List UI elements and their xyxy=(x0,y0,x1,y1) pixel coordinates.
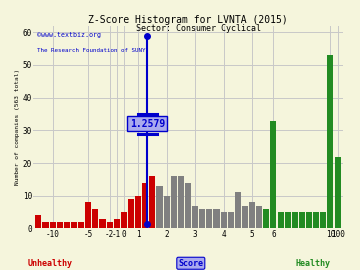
Bar xyxy=(320,212,327,228)
Text: Healthy: Healthy xyxy=(296,259,331,268)
Bar xyxy=(292,212,298,228)
Bar xyxy=(93,209,98,228)
Bar xyxy=(263,209,269,228)
Bar xyxy=(256,205,262,228)
Bar xyxy=(107,222,113,228)
Bar xyxy=(199,209,205,228)
Bar xyxy=(114,219,120,228)
Bar xyxy=(249,202,255,228)
Text: The Research Foundation of SUNY: The Research Foundation of SUNY xyxy=(36,48,145,53)
Bar xyxy=(299,212,305,228)
Bar xyxy=(178,176,184,228)
Bar xyxy=(142,183,148,228)
Text: ©www.textbiz.org: ©www.textbiz.org xyxy=(36,32,100,38)
Text: Sector: Consumer Cyclical: Sector: Consumer Cyclical xyxy=(135,24,261,33)
Bar xyxy=(228,212,234,228)
Bar xyxy=(42,222,49,228)
Bar xyxy=(71,222,77,228)
Text: 1.2579: 1.2579 xyxy=(130,119,165,129)
Bar xyxy=(121,212,127,228)
Bar xyxy=(78,222,84,228)
Bar xyxy=(285,212,291,228)
Text: Unhealthy: Unhealthy xyxy=(28,259,73,268)
Bar xyxy=(221,212,227,228)
Bar xyxy=(99,219,105,228)
Bar xyxy=(35,215,41,228)
Bar xyxy=(235,193,241,228)
Bar xyxy=(328,55,333,228)
Bar xyxy=(185,183,191,228)
Bar xyxy=(278,212,284,228)
Bar xyxy=(149,176,156,228)
Bar xyxy=(64,222,70,228)
Bar xyxy=(85,202,91,228)
Bar xyxy=(192,205,198,228)
Bar xyxy=(128,199,134,228)
Bar xyxy=(270,121,276,228)
Y-axis label: Number of companies (563 total): Number of companies (563 total) xyxy=(15,69,20,185)
Title: Z-Score Histogram for LVNTA (2015): Z-Score Histogram for LVNTA (2015) xyxy=(88,15,288,25)
Bar xyxy=(57,222,63,228)
Bar xyxy=(163,196,170,228)
Bar xyxy=(135,196,141,228)
Bar xyxy=(213,209,220,228)
Bar xyxy=(206,209,212,228)
Bar xyxy=(157,186,162,228)
Bar xyxy=(306,212,312,228)
Bar xyxy=(313,212,319,228)
Bar xyxy=(334,157,341,228)
Text: Score: Score xyxy=(178,259,203,268)
Bar xyxy=(50,222,56,228)
Bar xyxy=(171,176,177,228)
Bar xyxy=(242,205,248,228)
